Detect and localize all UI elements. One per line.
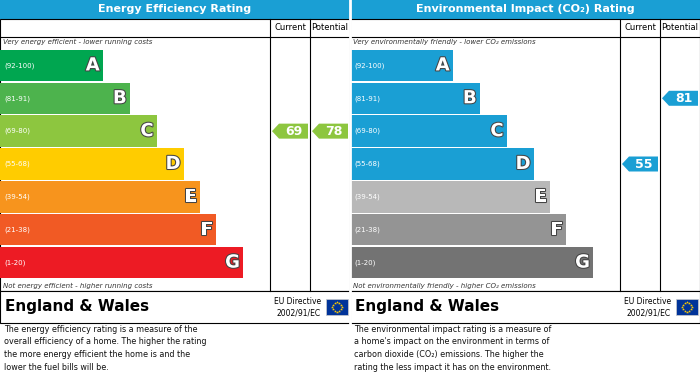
- Bar: [676, 299, 698, 315]
- Bar: [350, 83, 480, 114]
- Text: Potential: Potential: [312, 23, 349, 32]
- Text: Current: Current: [624, 23, 656, 32]
- Text: 55: 55: [635, 158, 652, 170]
- Bar: [0, 291, 350, 323]
- Bar: [350, 115, 507, 147]
- Polygon shape: [622, 156, 658, 172]
- Bar: [350, 247, 593, 278]
- Text: F: F: [201, 221, 213, 239]
- Text: EU Directive
2002/91/EC: EU Directive 2002/91/EC: [274, 297, 321, 317]
- Text: (1-20): (1-20): [354, 259, 375, 266]
- Bar: [326, 299, 348, 315]
- Text: Energy Efficiency Rating: Energy Efficiency Rating: [99, 5, 251, 14]
- Text: (39-54): (39-54): [4, 194, 29, 200]
- Text: G: G: [225, 254, 240, 272]
- Text: (92-100): (92-100): [354, 62, 384, 69]
- Text: 69: 69: [285, 125, 302, 138]
- Polygon shape: [662, 91, 698, 106]
- Text: Environmental Impact (CO₂) Rating: Environmental Impact (CO₂) Rating: [416, 5, 634, 14]
- Text: England & Wales: England & Wales: [355, 300, 499, 314]
- Polygon shape: [312, 124, 348, 139]
- Bar: [0, 181, 199, 213]
- Text: C: C: [140, 122, 153, 140]
- Text: (21-38): (21-38): [354, 226, 380, 233]
- Text: The energy efficiency rating is a measure of the
overall efficiency of a home. T: The energy efficiency rating is a measur…: [4, 325, 206, 371]
- Text: (39-54): (39-54): [354, 194, 379, 200]
- Bar: [0, 115, 157, 147]
- Text: E: E: [535, 188, 547, 206]
- Bar: [0, 19, 350, 291]
- Text: A: A: [85, 56, 99, 74]
- Text: E: E: [185, 188, 197, 206]
- Text: B: B: [463, 89, 477, 107]
- Text: Very energy efficient - lower running costs: Very energy efficient - lower running co…: [3, 39, 153, 45]
- Bar: [350, 148, 533, 180]
- Text: F: F: [551, 221, 563, 239]
- Text: (55-68): (55-68): [4, 161, 29, 167]
- Bar: [350, 291, 700, 323]
- Text: A: A: [435, 56, 449, 74]
- Text: G: G: [575, 254, 590, 272]
- Bar: [0, 214, 216, 246]
- Text: D: D: [516, 155, 531, 173]
- Bar: [0, 247, 243, 278]
- Text: Potential: Potential: [662, 23, 699, 32]
- Text: Not energy efficient - higher running costs: Not energy efficient - higher running co…: [3, 283, 153, 289]
- Text: (69-80): (69-80): [354, 128, 380, 135]
- Polygon shape: [272, 124, 308, 139]
- Text: Not environmentally friendly - higher CO₂ emissions: Not environmentally friendly - higher CO…: [353, 283, 536, 289]
- Text: Very environmentally friendly - lower CO₂ emissions: Very environmentally friendly - lower CO…: [353, 39, 536, 45]
- Text: (92-100): (92-100): [4, 62, 34, 69]
- Bar: [0, 83, 130, 114]
- Bar: [350, 19, 700, 291]
- Text: 78: 78: [325, 125, 342, 138]
- Text: England & Wales: England & Wales: [5, 300, 149, 314]
- Bar: [350, 0, 700, 19]
- Text: (21-38): (21-38): [4, 226, 30, 233]
- Text: The environmental impact rating is a measure of
a home's impact on the environme: The environmental impact rating is a mea…: [354, 325, 552, 371]
- Text: (69-80): (69-80): [4, 128, 30, 135]
- Text: B: B: [113, 89, 127, 107]
- Bar: [350, 50, 453, 81]
- Text: (55-68): (55-68): [354, 161, 379, 167]
- Bar: [0, 148, 183, 180]
- Text: (1-20): (1-20): [4, 259, 25, 266]
- Text: 81: 81: [675, 92, 692, 105]
- Text: C: C: [490, 122, 503, 140]
- Text: (81-91): (81-91): [354, 95, 380, 102]
- Text: (81-91): (81-91): [4, 95, 30, 102]
- Bar: [350, 181, 550, 213]
- Bar: [0, 50, 103, 81]
- Text: D: D: [166, 155, 181, 173]
- Bar: [350, 214, 566, 246]
- Bar: [0, 0, 350, 19]
- Text: Current: Current: [274, 23, 306, 32]
- Text: EU Directive
2002/91/EC: EU Directive 2002/91/EC: [624, 297, 671, 317]
